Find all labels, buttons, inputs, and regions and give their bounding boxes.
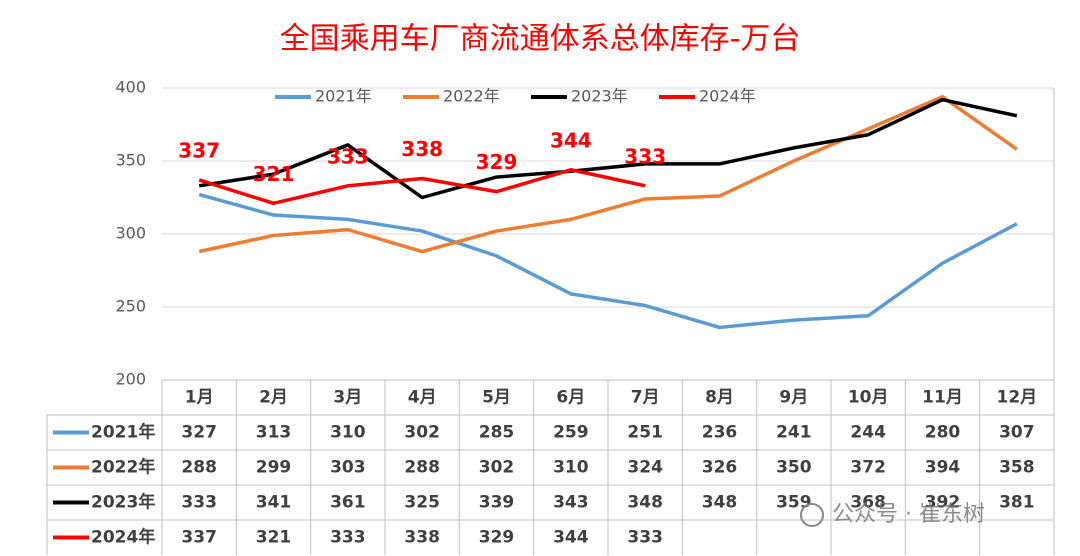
x-tick-label: 3月: [333, 388, 362, 408]
table-cell: 338: [404, 528, 440, 548]
x-tick-label: 5月: [482, 388, 511, 408]
data-label: 344: [550, 128, 592, 152]
table-cell: 310: [330, 423, 366, 443]
legend-label: 2023年: [571, 87, 628, 106]
series-line: [198, 192, 1018, 330]
table-cell: 344: [553, 528, 589, 548]
table-cell: 337: [181, 528, 217, 548]
table-cell: 341: [256, 493, 292, 513]
y-tick-label: 350: [115, 151, 146, 170]
table-cell: 359: [776, 493, 812, 513]
table-cell: 307: [999, 423, 1035, 443]
table-cell: 321: [256, 528, 292, 548]
series-line: [198, 95, 1018, 254]
table-cell: 350: [776, 458, 812, 478]
table-cell: 251: [627, 423, 663, 443]
x-tick-label: 11月: [922, 388, 963, 408]
x-tick-label: 8月: [705, 388, 734, 408]
table-cell: 313: [256, 423, 292, 443]
table-cell: 236: [702, 423, 738, 443]
x-tick-label: 4月: [408, 388, 437, 408]
table-cell: 288: [404, 458, 440, 478]
legend-label: 2024年: [699, 87, 756, 106]
watermark-icon: [800, 503, 824, 527]
table-cell: 299: [256, 458, 292, 478]
table-cell: 324: [627, 458, 663, 478]
table-cell: 288: [181, 458, 217, 478]
chart-title: 全国乘用车厂商流通体系总体库存-万台: [280, 22, 801, 57]
row-label: 2022年: [91, 457, 155, 478]
y-tick-label: 400: [115, 78, 146, 97]
table-cell: 303: [330, 458, 366, 478]
table-cell: 372: [850, 458, 886, 478]
data-label: 321: [253, 162, 295, 186]
y-tick-label: 250: [115, 297, 146, 316]
data-label: 338: [401, 137, 443, 161]
data-label: 329: [476, 150, 518, 174]
table-cell: 280: [925, 423, 961, 443]
table-cell: 333: [181, 493, 217, 513]
table-cell: 343: [553, 493, 589, 513]
x-tick-label: 10月: [848, 388, 889, 408]
legend-label: 2021年: [315, 87, 372, 106]
series-line: [198, 97, 1018, 200]
y-tick-label: 200: [115, 370, 146, 389]
table-cell: 310: [553, 458, 589, 478]
x-tick-label: 12月: [996, 388, 1037, 408]
data-label: 333: [624, 144, 666, 168]
table-cell: 339: [479, 493, 515, 513]
table-cell: 302: [404, 423, 440, 443]
table-cell: 333: [627, 528, 663, 548]
table-cell: 302: [479, 458, 515, 478]
table-cell: 329: [479, 528, 515, 548]
table-cell: 285: [479, 423, 515, 443]
legend-label: 2022年: [443, 87, 500, 106]
table-cell: 327: [181, 423, 217, 443]
row-label: 2021年: [91, 422, 155, 443]
row-label: 2024年: [91, 527, 155, 548]
x-tick-label: 6月: [556, 388, 585, 408]
row-label: 2023年: [91, 492, 155, 513]
y-tick-label: 300: [115, 224, 146, 243]
table-cell: 394: [925, 458, 961, 478]
table-cell: 259: [553, 423, 589, 443]
table-cell: 333: [330, 528, 366, 548]
data-label: 333: [327, 144, 369, 168]
table-cell: 361: [330, 493, 366, 513]
x-tick-label: 9月: [779, 388, 808, 408]
table-cell: 326: [702, 458, 738, 478]
table-cell: 244: [850, 423, 886, 443]
watermark: 公众号 · 崔东树: [832, 502, 985, 527]
table-cell: 392: [925, 493, 961, 513]
table-cell: 368: [850, 493, 886, 513]
table-cell: 348: [627, 493, 663, 513]
data-label: 337: [178, 138, 220, 162]
x-tick-label: 2月: [259, 388, 288, 408]
table-cell: 381: [999, 493, 1035, 513]
table-cell: 358: [999, 458, 1035, 478]
table-cell: 325: [404, 493, 440, 513]
table-cell: 241: [776, 423, 812, 443]
table-cell: 348: [702, 493, 738, 513]
x-tick-label: 1月: [185, 388, 214, 408]
x-tick-label: 7月: [631, 388, 660, 408]
series-line: [198, 168, 646, 206]
